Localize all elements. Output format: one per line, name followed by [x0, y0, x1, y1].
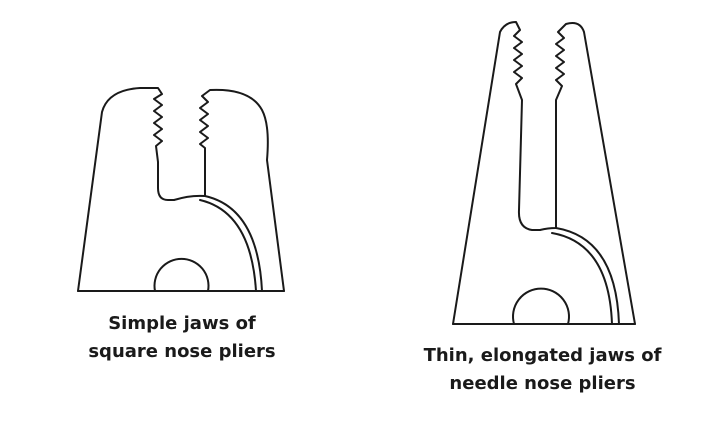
- needle-nose-pivot-circle: [512, 287, 570, 325]
- square-nose-pivot-circle: [153, 257, 210, 292]
- needle-nose-pivot-arc-outer: [555, 227, 620, 325]
- square-nose-caption-line2: square nose pliers: [88, 341, 276, 362]
- needle-nose-pliers-illustration: [452, 21, 636, 325]
- needle-nose-caption-line2: needle nose pliers: [449, 373, 636, 394]
- needle-nose-pivot-arc-inner: [551, 232, 613, 325]
- square-nose-caption: Simple jaws of square nose pliers: [62, 310, 302, 366]
- square-nose-pivot-arc-inner: [199, 199, 257, 292]
- square-nose-pliers-illustration: [77, 87, 285, 292]
- needle-nose-right-jaw: [539, 22, 636, 325]
- needle-nose-caption: Thin, elongated jaws of needle nose plie…: [400, 342, 685, 398]
- needle-nose-left-jaw: [452, 21, 541, 325]
- needle-nose-caption-line1: Thin, elongated jaws of: [423, 345, 662, 366]
- square-nose-right-jaw: [173, 88, 285, 292]
- square-nose-left-jaw: [77, 87, 175, 292]
- square-nose-caption-line1: Simple jaws of: [108, 313, 256, 334]
- square-nose-pivot-arc-outer: [204, 195, 263, 292]
